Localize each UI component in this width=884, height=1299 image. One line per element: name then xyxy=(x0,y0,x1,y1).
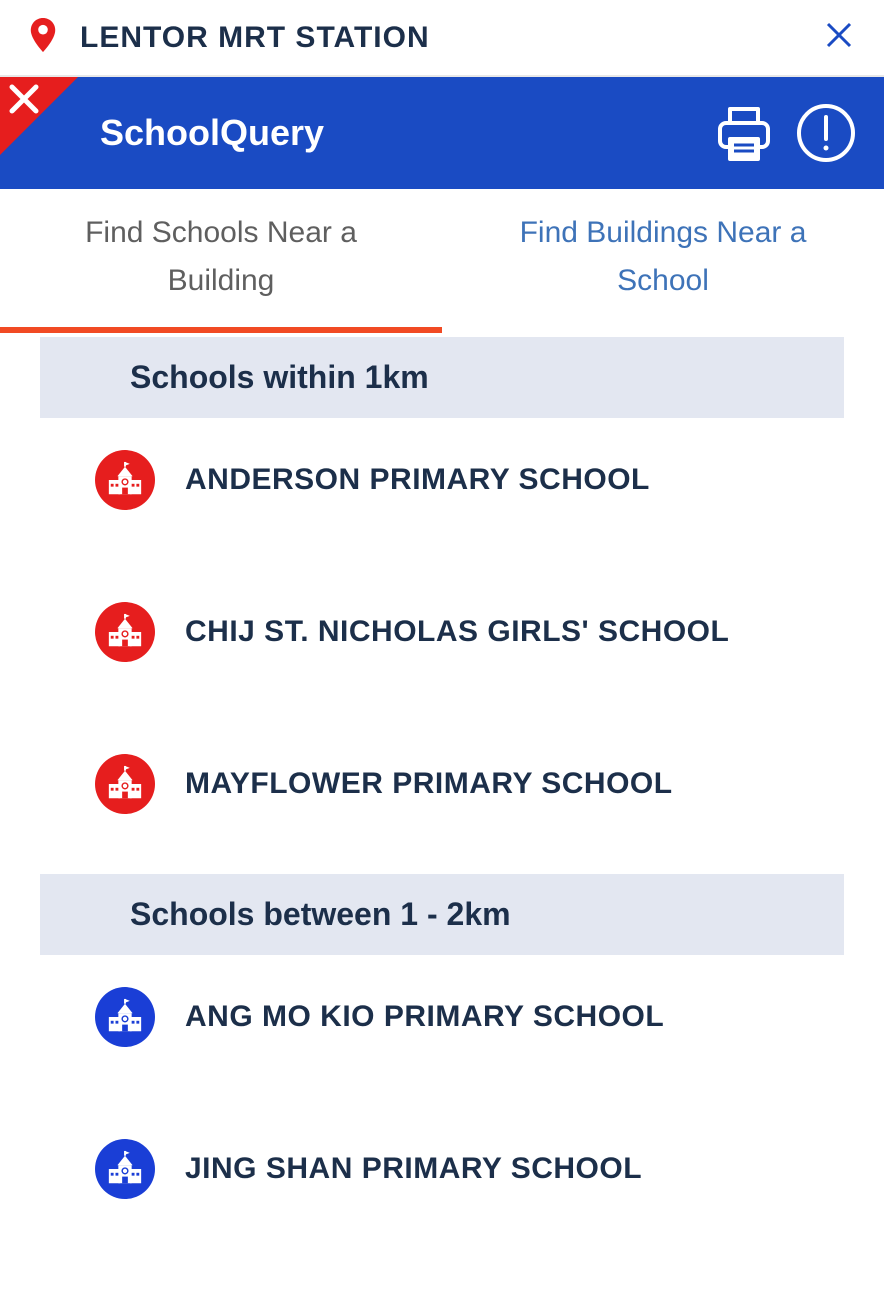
search-bar: LENTOR MRT STATION xyxy=(0,0,884,77)
school-icon xyxy=(95,1139,155,1199)
school-row[interactable]: MAYFLOWER PRIMARY SCHOOL xyxy=(40,722,844,846)
school-icon xyxy=(95,602,155,662)
school-row[interactable]: ANG MO KIO PRIMARY SCHOOL xyxy=(40,955,844,1079)
school-name: ANDERSON PRIMARY SCHOOL xyxy=(185,463,650,497)
clear-search-icon[interactable] xyxy=(824,20,854,55)
search-input-value[interactable]: LENTOR MRT STATION xyxy=(80,21,800,55)
school-name: MAYFLOWER PRIMARY SCHOOL xyxy=(185,767,673,801)
school-name: ANG MO KIO PRIMARY SCHOOL xyxy=(185,1000,664,1034)
school-row[interactable]: CHIJ ST. NICHOLAS GIRLS' SCHOOL xyxy=(40,570,844,694)
location-pin-icon xyxy=(30,18,56,57)
tab-find-schools[interactable]: Find Schools Near a Building xyxy=(0,189,442,333)
school-row[interactable]: ANDERSON PRIMARY SCHOOL xyxy=(40,418,844,542)
app-title: SchoolQuery xyxy=(100,112,692,154)
tab-find-buildings[interactable]: Find Buildings Near a School xyxy=(442,189,884,333)
school-icon xyxy=(95,754,155,814)
school-name: JING SHAN PRIMARY SCHOOL xyxy=(185,1152,642,1186)
section-header: Schools within 1km xyxy=(40,337,844,418)
school-row[interactable]: JING SHAN PRIMARY SCHOOL xyxy=(40,1107,844,1231)
school-name: CHIJ ST. NICHOLAS GIRLS' SCHOOL xyxy=(185,615,729,649)
print-icon[interactable] xyxy=(712,101,776,165)
section-header: Schools between 1 - 2km xyxy=(40,874,844,955)
close-icon[interactable] xyxy=(8,83,44,124)
app-header: SchoolQuery xyxy=(0,77,884,189)
info-icon[interactable] xyxy=(796,103,856,163)
school-icon xyxy=(95,987,155,1047)
tabs-container: Find Schools Near a Building Find Buildi… xyxy=(0,189,884,333)
school-icon xyxy=(95,450,155,510)
results-content: Schools within 1km ANDERSON PRIMARY SCHO… xyxy=(0,337,884,1299)
